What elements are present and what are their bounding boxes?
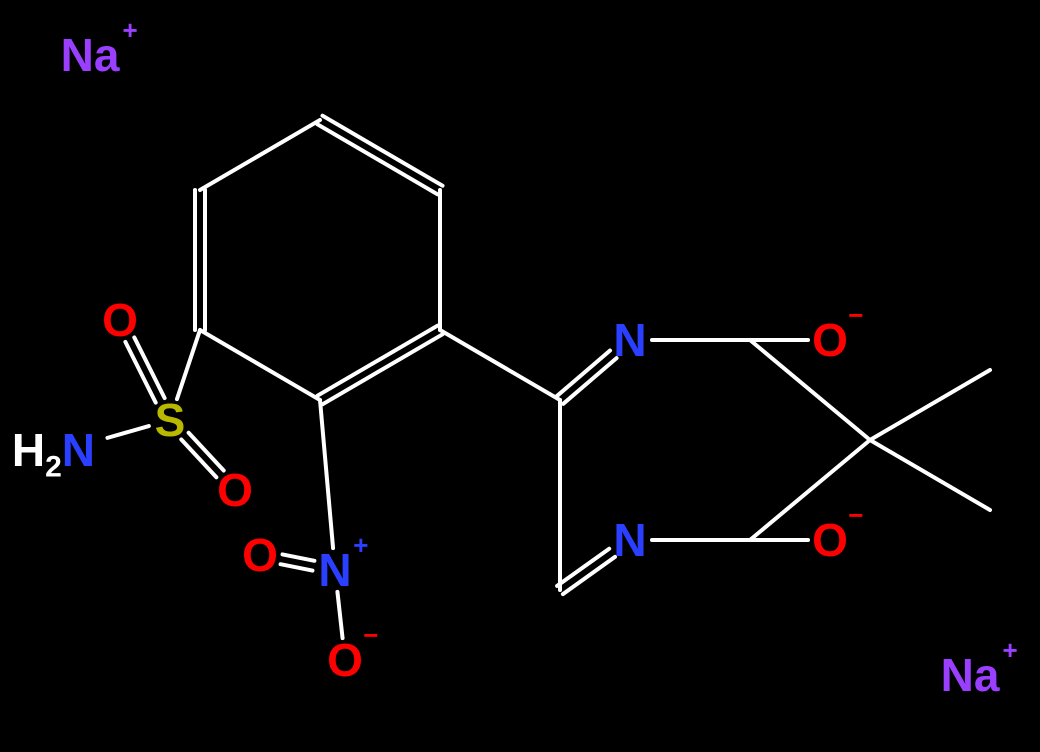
- svg-text:N: N: [613, 314, 646, 366]
- n-atom-label: H2N: [12, 424, 95, 484]
- svg-text:+: +: [353, 530, 368, 560]
- svg-text:O: O: [102, 294, 138, 346]
- svg-text:−: −: [848, 500, 863, 530]
- svg-text:+: +: [123, 15, 138, 45]
- o-atom-label: O: [102, 294, 138, 346]
- svg-text:N: N: [613, 514, 646, 566]
- svg-text:O: O: [812, 314, 848, 366]
- svg-text:H2N: H2N: [12, 424, 95, 484]
- n-atom-label: N: [613, 514, 646, 566]
- o-atom-label: O−: [812, 300, 863, 366]
- svg-text:−: −: [848, 300, 863, 330]
- molecule-diagram: NNO−O−SOOH2NN+OO−Na+Na+: [0, 0, 1040, 752]
- svg-text:O: O: [327, 634, 363, 686]
- svg-text:O: O: [217, 464, 253, 516]
- n-atom-label: N: [613, 314, 646, 366]
- o-atom-label: O: [217, 464, 253, 516]
- svg-text:Na: Na: [61, 29, 120, 81]
- na-atom-label: Na+: [941, 635, 1018, 701]
- svg-text:+: +: [1003, 635, 1018, 665]
- svg-text:S: S: [155, 394, 186, 446]
- s-atom-label: S: [155, 394, 186, 446]
- o-atom-label: O−: [327, 620, 378, 686]
- n-atom-label: N+: [318, 530, 368, 596]
- o-atom-label: O−: [812, 500, 863, 566]
- svg-text:Na: Na: [941, 649, 1000, 701]
- svg-text:N: N: [318, 544, 351, 596]
- svg-text:−: −: [363, 620, 378, 650]
- svg-text:O: O: [242, 529, 278, 581]
- svg-text:O: O: [812, 514, 848, 566]
- na-atom-label: Na+: [61, 15, 138, 81]
- o-atom-label: O: [242, 529, 278, 581]
